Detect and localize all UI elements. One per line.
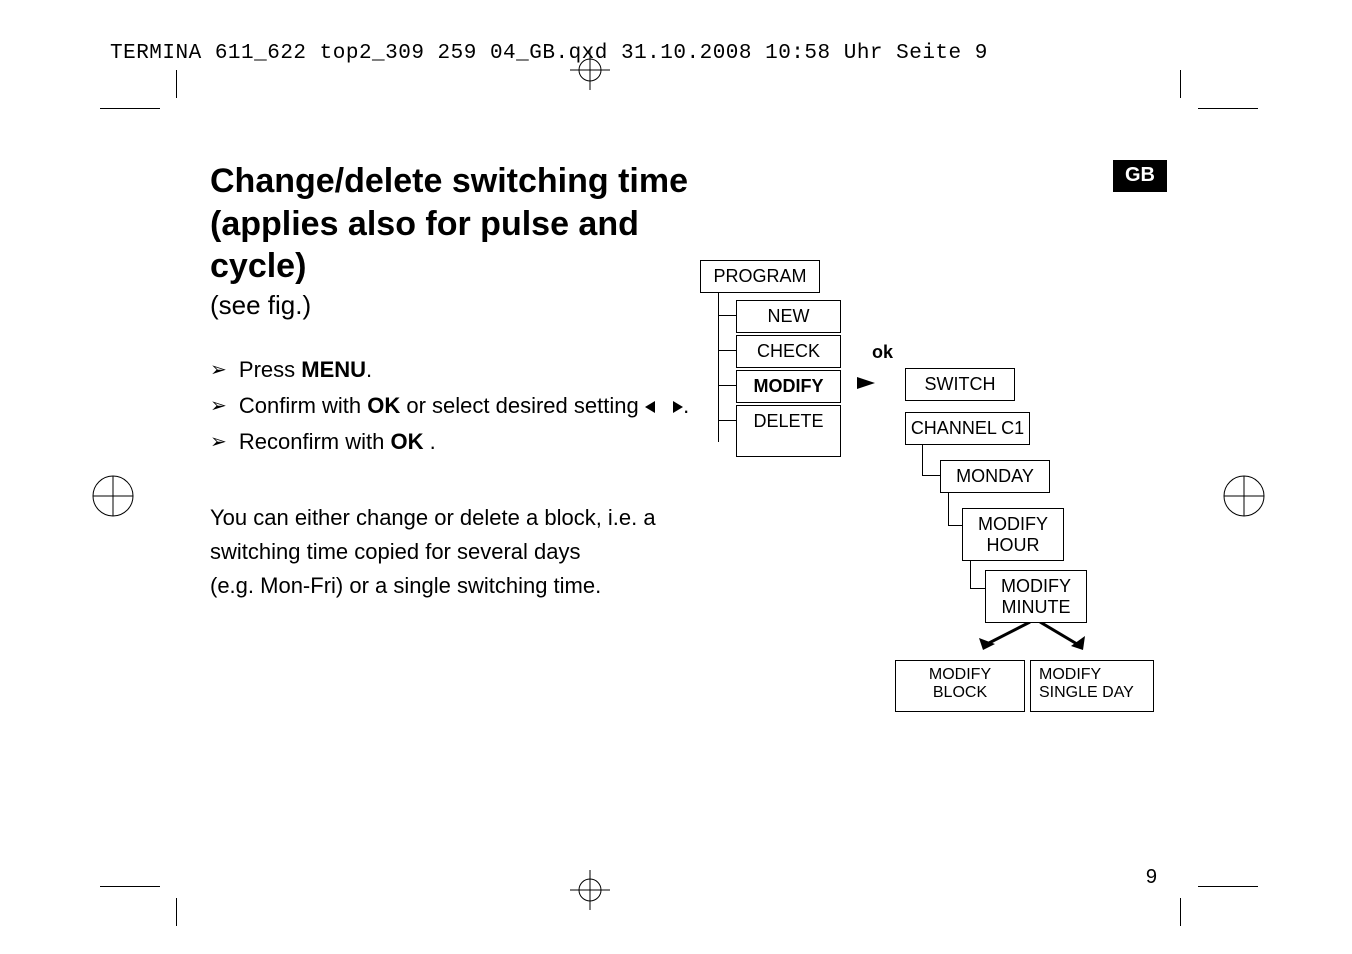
connector — [970, 588, 985, 589]
ok-label: ok — [872, 342, 893, 363]
bullet-text: Confirm with — [239, 393, 367, 418]
title-line: Change/delete switching time — [210, 162, 688, 200]
crop-mark — [1180, 70, 1181, 98]
registration-mark — [570, 50, 610, 90]
box-delete: DELETE — [736, 405, 841, 457]
bullet-icon: ➢ — [210, 429, 227, 454]
fork-arrows — [975, 622, 1095, 652]
bullet-icon: ➢ — [210, 393, 227, 418]
box-modify: MODIFY — [736, 370, 841, 403]
box-line: MINUTE — [1002, 597, 1071, 617]
box-modify-block: MODIFY BLOCK — [895, 660, 1025, 712]
oplus-mark — [1218, 470, 1270, 522]
connector — [922, 445, 923, 475]
connector — [922, 475, 940, 476]
title-line: (applies also for pulse and — [210, 205, 639, 243]
crop-mark — [1198, 886, 1258, 887]
right-arrow-icon — [673, 401, 683, 413]
connector — [718, 385, 736, 386]
box-line: MODIFY — [1039, 666, 1101, 683]
bullet-text: . — [366, 357, 372, 382]
bullet-text: Reconfirm with — [239, 429, 391, 454]
box-switch: SWITCH — [905, 368, 1015, 401]
box-modify-single: MODIFY SINGLE DAY — [1030, 660, 1154, 712]
box-modify-hour: MODIFY HOUR — [962, 508, 1064, 561]
bullet-icon: ➢ — [210, 357, 227, 382]
flow-diagram: PROGRAM NEW CHECK MODIFY DELETE ok SWITC… — [700, 260, 1180, 780]
connector — [970, 560, 971, 588]
crop-mark — [100, 108, 160, 109]
connector — [718, 350, 736, 351]
bullet-text: . — [423, 429, 435, 454]
crop-mark — [176, 70, 177, 98]
bullet-bold: OK — [367, 393, 400, 418]
title-line: cycle) — [210, 247, 306, 285]
bullet-bold: MENU — [301, 357, 366, 382]
box-line: MODIFY — [978, 514, 1048, 534]
crop-mark — [1198, 108, 1258, 109]
bullet-text: . — [683, 393, 689, 418]
print-header: TERMINA 611_622 top2_309 259 04_GB.qxd 3… — [110, 42, 988, 65]
box-line: SINGLE DAY — [1039, 684, 1134, 701]
box-line: MODIFY — [1001, 576, 1071, 596]
connector — [948, 492, 949, 525]
crop-mark — [176, 898, 177, 926]
registration-mark — [570, 870, 610, 910]
crop-mark — [100, 886, 160, 887]
crop-mark — [1180, 898, 1181, 926]
oplus-mark — [87, 470, 139, 522]
box-check: CHECK — [736, 335, 841, 368]
box-channel: CHANNEL C1 — [905, 412, 1030, 445]
connector — [718, 315, 736, 316]
bullet-text: or select desired setting — [400, 393, 645, 418]
bullet-bold: OK — [390, 429, 423, 454]
arrow-icon — [857, 377, 875, 389]
box-line: HOUR — [987, 535, 1040, 555]
box-program: PROGRAM — [700, 260, 820, 293]
bullet-text: Press — [239, 357, 301, 382]
box-monday: MONDAY — [940, 460, 1050, 493]
connector — [948, 525, 962, 526]
connector — [718, 420, 736, 421]
left-arrow-icon — [645, 401, 655, 413]
box-new: NEW — [736, 300, 841, 333]
box-modify-minute: MODIFY MINUTE — [985, 570, 1087, 623]
page-number: 9 — [1146, 866, 1157, 889]
